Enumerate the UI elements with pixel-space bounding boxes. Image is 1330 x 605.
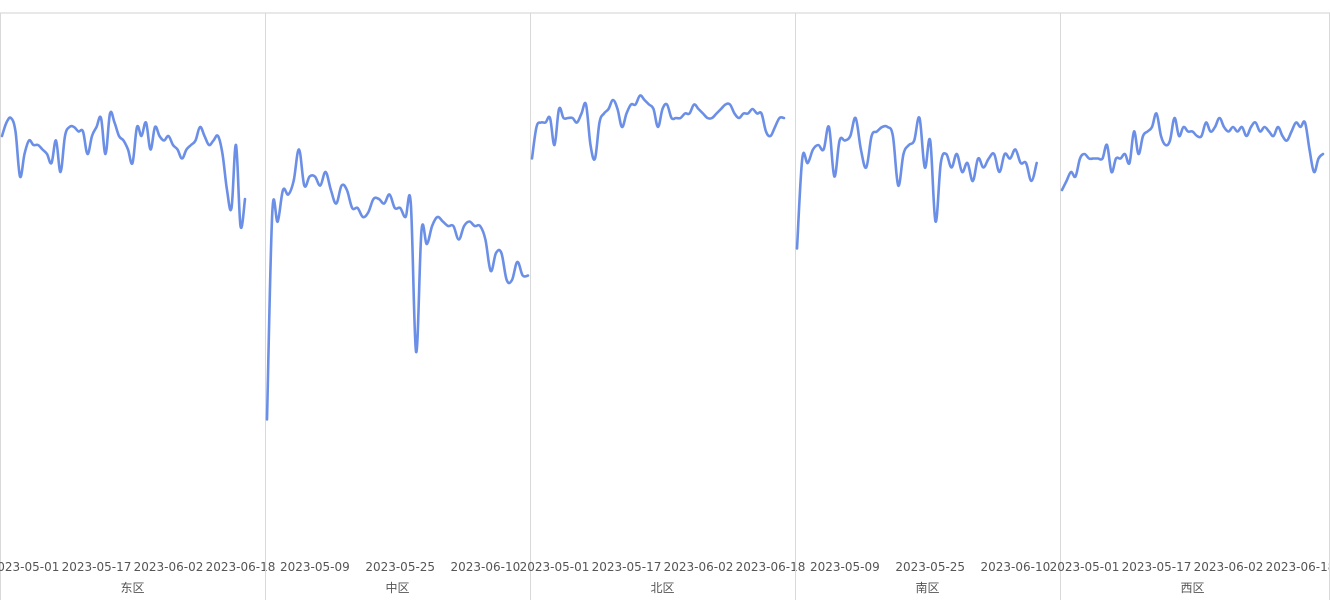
x-tick-label: 2023-05-17 bbox=[592, 560, 662, 574]
panel-group-label: 南区 bbox=[915, 580, 939, 595]
panel-3: 2023-05-01 2023-05-17 2023-06-02 2023-06-18… bbox=[520, 13, 806, 600]
panel-group-label: 东区 bbox=[120, 581, 144, 595]
series-line bbox=[1060, 112, 1325, 192]
panels: 2023-05-012023-05-172023-06-022023-06-18… bbox=[0, 13, 1330, 600]
panel-4: 2023-05-09 2023-05-25 2023-06-10 南区 bbox=[795, 13, 1051, 600]
x-tick-label: 2023-06-02 bbox=[664, 560, 734, 574]
panel-group-label: 北区 bbox=[650, 581, 674, 595]
series-line bbox=[265, 148, 530, 421]
series-line bbox=[0, 110, 247, 230]
x-tick-label: 2023-05-01 bbox=[520, 560, 590, 574]
x-tick-label: 2023-06-10 bbox=[451, 560, 521, 574]
x-tick-label: 2023-05-09 bbox=[280, 560, 350, 574]
x-tick-label: 2023-05-17 bbox=[1122, 560, 1192, 574]
x-tick-label: 2023-05-25 bbox=[365, 560, 435, 574]
series-line bbox=[795, 116, 1038, 250]
x-tick-label: 2023-05-25 bbox=[895, 560, 965, 574]
x-tick-label: 2023-05-17 bbox=[62, 560, 132, 574]
panel-1: 2023-05-012023-05-172023-06-022023-06-18… bbox=[0, 13, 275, 600]
x-tick-label: 2023-06-18 bbox=[736, 560, 806, 574]
x-tick-label: 2023-06-18 bbox=[1266, 560, 1330, 574]
x-tick-label: 2023-06-18 bbox=[206, 560, 276, 574]
x-tick-label: 2023-05-01 bbox=[0, 560, 59, 574]
x-tick-label: 2023-05-09 bbox=[810, 560, 880, 574]
panel-2: 2023-05-09 2023-05-25 2023-06-10 中区 bbox=[265, 13, 530, 600]
x-tick-label: 2023-05-01 bbox=[1050, 560, 1120, 574]
x-tick-label: 2023-06-10 bbox=[981, 560, 1051, 574]
panel-group-label: 中区 bbox=[385, 580, 409, 595]
x-tick-label: 2023-06-02 bbox=[134, 560, 204, 574]
series-line bbox=[530, 94, 786, 161]
panel-group-label: 西区 bbox=[1180, 581, 1204, 595]
panel-5: 2023-05-01 2023-05-17 2023-06-02 2023-06-18… bbox=[1050, 13, 1330, 600]
x-tick-label: 2023-06-02 bbox=[1194, 560, 1264, 574]
